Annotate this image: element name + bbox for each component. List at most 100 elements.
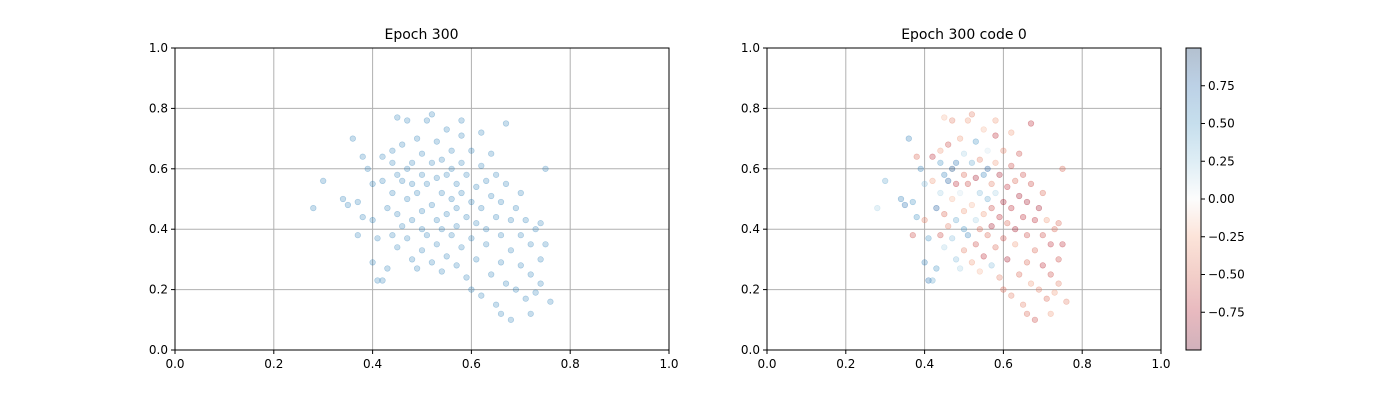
scatter-point xyxy=(960,150,968,157)
scatter-point xyxy=(988,262,995,269)
x-axis-ticks: 0.0 0.2 0.4 0.6 0.8 1.0 xyxy=(757,350,1171,371)
scatter-point xyxy=(968,201,976,209)
scatter-plot-epoch-code: Epoch 300 code 0 0.0 0.2 0.4 0.6 0.8 1.0 0.00… xyxy=(741,27,1171,371)
scatter-point xyxy=(992,189,999,197)
scatter-point xyxy=(941,211,948,218)
scatter-point xyxy=(409,180,416,187)
scatter-point xyxy=(359,214,366,221)
scatter-point xyxy=(389,147,396,154)
scatter-point xyxy=(384,265,391,272)
scatter-point xyxy=(992,159,999,166)
scatter-point xyxy=(937,232,944,239)
scatter-point xyxy=(1012,241,1019,248)
scatter-point xyxy=(453,223,460,230)
scatter-point xyxy=(418,208,426,215)
scatter-point xyxy=(949,235,956,242)
scatter-point xyxy=(1047,241,1054,248)
y-tick-label: 0.8 xyxy=(741,101,760,115)
scatter-point xyxy=(952,180,960,187)
scatter-point xyxy=(1008,129,1015,136)
scatter-point xyxy=(913,214,920,221)
scatter-point xyxy=(493,214,500,221)
scatter-point xyxy=(929,177,936,184)
scatter-point xyxy=(463,171,470,178)
scatter-point xyxy=(433,138,440,145)
scatter-point xyxy=(433,217,440,224)
scatter-point xyxy=(547,298,554,305)
scatter-point xyxy=(996,171,1003,178)
scatter-point xyxy=(1039,262,1046,269)
scatter-point xyxy=(443,211,450,218)
scatter-point xyxy=(453,205,460,212)
scatter-point xyxy=(1023,310,1031,317)
scatter-point xyxy=(960,247,968,254)
scatter-point xyxy=(1043,295,1050,302)
scatter-point xyxy=(1019,171,1027,178)
scatter-point xyxy=(921,180,928,187)
scatter-point xyxy=(512,205,520,212)
scatter-point xyxy=(414,135,421,142)
scatter-point xyxy=(433,174,440,181)
scatter-point xyxy=(364,165,371,172)
scatter-point xyxy=(988,180,995,187)
scatter-point xyxy=(980,253,987,260)
scatter-point xyxy=(949,195,956,203)
scatter-point xyxy=(527,271,534,278)
scatter-point xyxy=(488,192,495,200)
x-tick-label: 0.4 xyxy=(363,357,382,371)
scatter-point xyxy=(984,232,991,239)
scatter-point xyxy=(423,180,431,187)
scatter-point xyxy=(399,177,406,184)
scatter-point xyxy=(542,165,549,172)
scatter-point xyxy=(458,117,465,124)
scatter-point xyxy=(468,286,475,293)
x-tick-label: 0.8 xyxy=(1073,357,1092,371)
scatter-point xyxy=(1016,192,1023,200)
colorbar-tick-label: 0.75 xyxy=(1208,79,1235,93)
scatter-point xyxy=(1047,271,1054,278)
scatter-point xyxy=(901,201,909,209)
scatter-point xyxy=(507,247,515,254)
y-axis-ticks: 0.0 0.2 0.4 0.6 0.8 1.0 xyxy=(149,41,175,357)
scatter-point xyxy=(394,244,401,251)
scatter-point xyxy=(438,268,445,275)
scatter-point xyxy=(468,198,475,206)
scatter-point xyxy=(369,217,376,224)
scatter-point xyxy=(1000,235,1007,242)
scatter-point xyxy=(458,159,465,166)
scatter-point xyxy=(956,135,964,142)
scatter-point xyxy=(952,217,960,224)
scatter-point xyxy=(359,153,366,160)
scatter-point xyxy=(374,235,381,242)
scatter-point xyxy=(488,271,495,278)
scatter-point xyxy=(937,159,944,166)
scatter-point xyxy=(972,241,979,248)
scatter-point xyxy=(483,241,490,248)
scatter-plot-epoch: Epoch 300 0.0 0.2 0.4 0.6 0.8 1.0 0.00.20.40.… xyxy=(149,27,679,371)
scatter-point xyxy=(984,195,991,203)
scatter-point xyxy=(952,159,960,166)
scatter-point xyxy=(478,129,485,136)
scatter-point xyxy=(1059,241,1066,248)
scatter-point xyxy=(478,292,485,299)
scatter-point xyxy=(972,174,979,181)
scatter-point xyxy=(409,256,416,263)
y-tick-label: 0.8 xyxy=(149,101,168,115)
scatter-point xyxy=(458,189,465,197)
scatter-point xyxy=(448,232,455,239)
scatter-point xyxy=(448,165,455,172)
scatter-point xyxy=(399,223,406,230)
colorbar: 0.75 0.50 0.25 0.00 −0.25 −0.50 −0.75 xyxy=(1185,47,1245,351)
scatter-point xyxy=(988,223,995,230)
scatter-point xyxy=(1055,280,1062,287)
scatter-point xyxy=(1039,232,1046,239)
chart-title: Epoch 300 code 0 xyxy=(901,27,1027,43)
y-tick-label: 0.0 xyxy=(149,343,168,357)
scatter-point xyxy=(1019,214,1027,221)
scatter-point xyxy=(527,241,534,248)
scatter-point xyxy=(1027,180,1035,187)
scatter-point xyxy=(1012,226,1019,233)
scatter-point xyxy=(1000,286,1007,293)
y-tick-label: 0.6 xyxy=(149,162,168,176)
